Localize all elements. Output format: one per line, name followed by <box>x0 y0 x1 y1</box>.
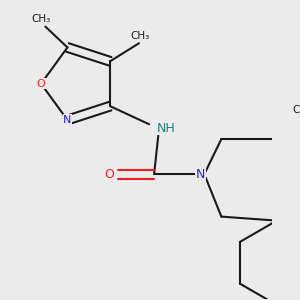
Text: O: O <box>104 168 114 181</box>
Text: N: N <box>63 115 72 125</box>
Text: NH: NH <box>156 122 175 135</box>
Text: CH₃: CH₃ <box>32 14 51 24</box>
Text: N: N <box>196 168 205 181</box>
Text: CH₃: CH₃ <box>130 31 149 41</box>
Text: CH₃: CH₃ <box>292 105 300 115</box>
Text: O: O <box>37 79 45 89</box>
